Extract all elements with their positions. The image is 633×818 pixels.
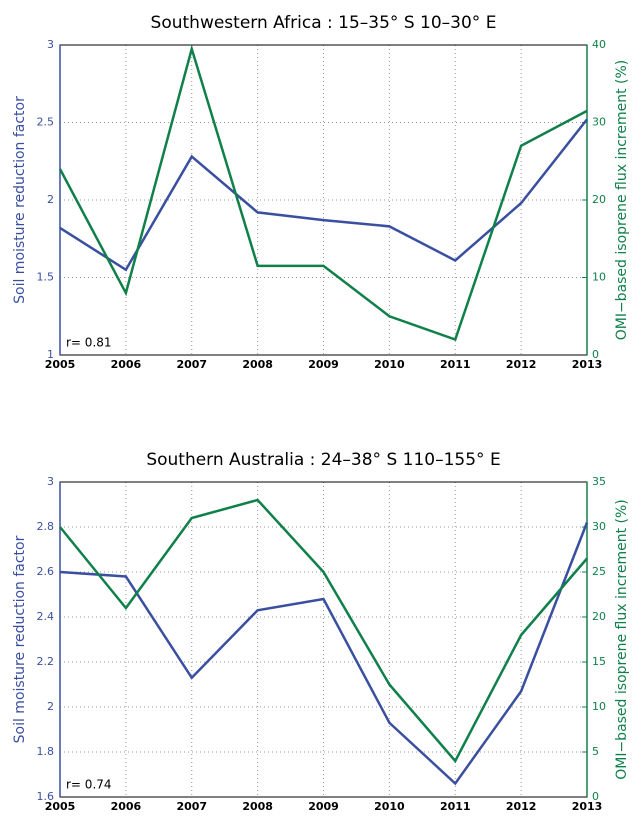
y-tick-label: 2	[47, 700, 54, 713]
y-axis-label: Soil moisture reduction factor	[12, 96, 28, 304]
y-tick-label: 2.2	[37, 655, 55, 668]
y-tick-label: 2.6	[37, 565, 55, 578]
plot-frame	[59, 481, 588, 798]
y2-tick-label: 5	[592, 745, 599, 758]
x-tick-label: 2010	[374, 358, 405, 371]
y-tick-label: 3	[47, 38, 54, 51]
x-tick-label: 2009	[308, 358, 339, 371]
y2-tick-label: 0	[592, 348, 599, 361]
y-tick-label: 1	[47, 348, 54, 361]
chart-title: Southwestern Africa : 15–35° S 10–30° E	[151, 13, 497, 33]
x-tick-label: 2013	[572, 800, 603, 813]
y-tick-label: 1.6	[37, 790, 55, 803]
y2-tick-label: 40	[592, 38, 606, 51]
y-tick-label: 1.5	[37, 271, 55, 284]
x-tick-label: 2005	[45, 358, 76, 371]
y-tick-label: 2.4	[37, 610, 55, 623]
data-line	[59, 522, 589, 786]
y-tick-label: 2	[47, 193, 54, 206]
y2-tick-label: 0	[592, 790, 599, 803]
x-tick-label: 2005	[45, 800, 76, 813]
y-tick-label: 1.8	[37, 745, 55, 758]
y2-tick-label: 30	[592, 520, 606, 533]
x-tick-label: 2008	[242, 358, 273, 371]
y2-tick-label: 30	[592, 116, 606, 129]
y-tick-label: 2.8	[37, 520, 55, 533]
x-tick-label: 2010	[374, 800, 405, 813]
chart-title: Southern Australia : 24–38° S 110–155° E	[146, 450, 500, 470]
y2-tick-label: 20	[592, 193, 606, 206]
y-axis-label: Soil moisture reduction factor	[12, 535, 28, 743]
y2-tick-label: 25	[592, 565, 606, 578]
y2-tick-label: 20	[592, 610, 606, 623]
plot-frame	[59, 44, 588, 356]
x-tick-label: 2007	[176, 358, 207, 371]
x-tick-label: 2012	[506, 800, 537, 813]
x-tick-label: 2009	[308, 800, 339, 813]
x-tick-label: 2011	[440, 800, 471, 813]
y2-axis-label: OMI−based isoprene flux increment (%)	[614, 499, 630, 780]
x-tick-label: 2008	[242, 800, 273, 813]
annotation: r= 0.74	[66, 778, 112, 792]
y2-tick-label: 10	[592, 271, 606, 284]
x-tick-label: 2006	[111, 800, 142, 813]
data-line	[59, 118, 588, 272]
y2-tick-label: 10	[592, 700, 606, 713]
x-tick-label: 2013	[572, 358, 603, 371]
x-tick-label: 2007	[176, 800, 207, 813]
y-tick-label: 2.5	[37, 116, 55, 129]
x-tick-label: 2012	[506, 358, 537, 371]
x-tick-label: 2006	[111, 358, 142, 371]
data-line	[59, 498, 588, 764]
data-line	[58, 44, 588, 342]
y2-axis-label: OMI−based isoprene flux increment (%)	[614, 60, 630, 341]
y2-tick-label: 35	[592, 475, 606, 488]
x-tick-label: 2011	[440, 358, 471, 371]
y-tick-label: 3	[47, 475, 54, 488]
annotation: r= 0.81	[66, 336, 112, 350]
y2-tick-label: 15	[592, 655, 606, 668]
